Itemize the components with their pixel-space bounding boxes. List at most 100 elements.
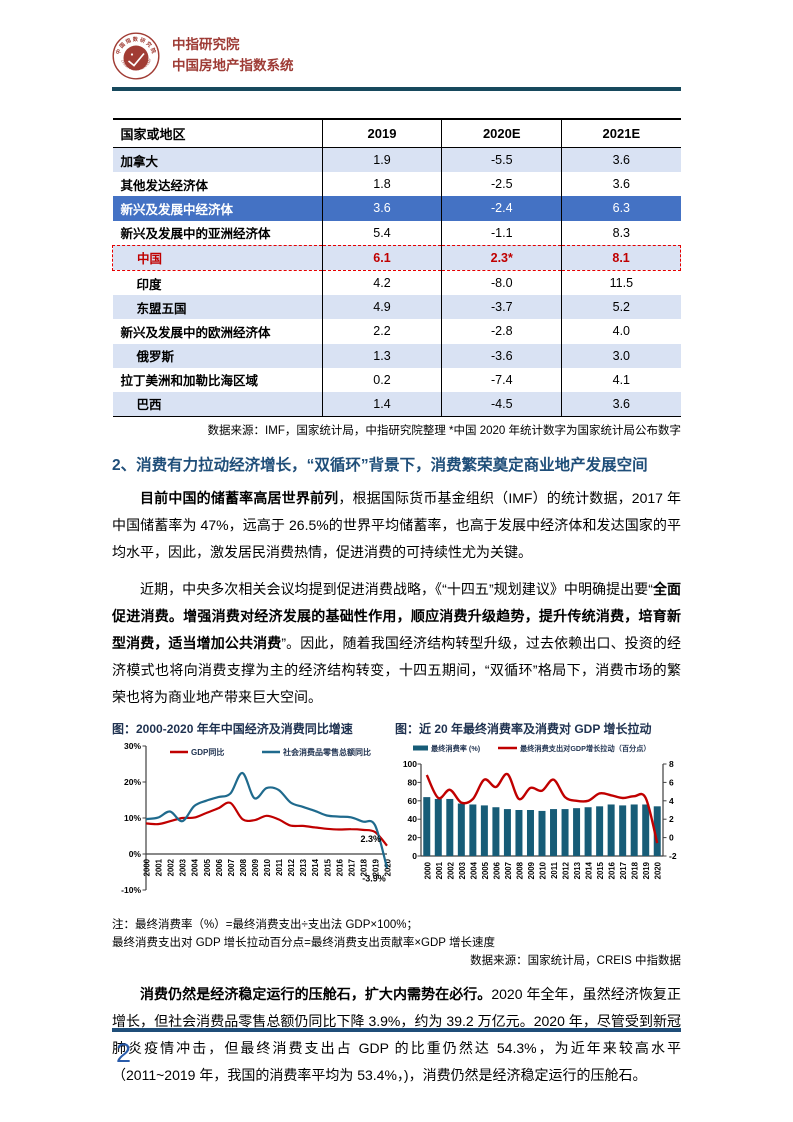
svg-text:2004: 2004	[469, 861, 478, 879]
svg-text:2019: 2019	[642, 861, 651, 879]
svg-text:2012: 2012	[562, 861, 571, 879]
section-heading: 2、消费有力拉动经济增长，“双循环”背景下，消费繁荣奠定商业地产发展空间	[112, 457, 648, 475]
table-row: 新兴及发展中经济体 3.6 -2.4 6.3	[112, 196, 681, 221]
table-col-header: 2021E	[561, 118, 681, 148]
svg-text:2.3%: 2.3%	[360, 834, 381, 844]
header-brand: 中国指数研究院 CHINA INDEX ACADEMY 中指研究院 中国房地产指…	[112, 30, 681, 82]
svg-text:0: 0	[412, 851, 417, 861]
svg-text:最终消费率 (%): 最终消费率 (%)	[431, 744, 481, 753]
svg-text:2008: 2008	[515, 861, 524, 879]
svg-text:-2: -2	[669, 851, 677, 861]
svg-text:2001: 2001	[435, 861, 444, 879]
figures-row: 图：2000-2020 年年中国经济及消费同比增速 30% 20% 10% 0% -10…	[112, 720, 681, 915]
svg-text:2020: 2020	[384, 858, 393, 876]
left-chart: 30%20%10%0%-10%2000 2001 2002 2003 2004 2005 2…	[121, 741, 393, 895]
svg-text:10%: 10%	[124, 813, 141, 823]
svg-text:-3.9%: -3.9%	[362, 873, 386, 883]
svg-text:2005: 2005	[203, 858, 212, 876]
svg-text:2002: 2002	[167, 858, 176, 876]
system-name: 中国房地产指数系统	[172, 58, 294, 73]
table-row: 东盟五国 4.9 -3.7 5.2	[112, 295, 681, 320]
paragraph-conclusion: 消费仍然是经济稳定运行的压舱石，扩大内需势在必行。2020 年全年，虽然经济恢复…	[112, 985, 681, 1083]
svg-text:-10%: -10%	[121, 885, 141, 895]
svg-text:2010: 2010	[539, 861, 548, 879]
svg-text:2011: 2011	[275, 858, 284, 876]
svg-text:2014: 2014	[311, 858, 320, 876]
svg-text:0%: 0%	[129, 849, 142, 859]
table-row: 新兴及发展中的欧洲经济体 2.2 -2.8 4.0	[113, 319, 681, 344]
svg-text:80: 80	[408, 777, 418, 787]
table-header-row: 国家或地区 2019 2020E 2021E	[112, 118, 681, 148]
svg-text:0: 0	[669, 833, 674, 843]
svg-text:8: 8	[669, 759, 674, 769]
org-name: 中指研究院	[172, 37, 240, 53]
table-row: 加拿大 1.9 -5.5 3.6	[112, 147, 681, 173]
table-source-note: 数据来源：IMF，国家统计局，中指研究院整理 *中国 2020 年统计数字为国家…	[207, 425, 681, 438]
brand-text: 中指研究院 中国房地产指数系统	[172, 35, 294, 77]
gdp-growth-table: 国家或地区 2019 2020E 2021E 加拿大 1.9 -5.5 3.6 其他发达经济体…	[112, 118, 681, 418]
seal-inner-disc	[123, 45, 149, 71]
table-col-header: 2020E	[441, 118, 562, 148]
svg-text:100: 100	[403, 759, 417, 769]
svg-text:2007: 2007	[227, 859, 236, 876]
svg-text:2001: 2001	[155, 858, 164, 876]
svg-text:2013: 2013	[299, 858, 308, 876]
svg-text:最终消费支出对GDP增长拉动（百分点）: 最终消费支出对GDP增长拉动（百分点）	[520, 744, 651, 753]
svg-text:2018: 2018	[631, 861, 640, 879]
note-line-1: 注：最终消费率（%）=最终消费支出÷支出法 GDP×100%；	[112, 919, 418, 932]
conclusion-lead-bold: 消费仍然是经济稳定运行的压舱石，扩大内需势在必行。	[140, 985, 492, 1002]
svg-text:2010: 2010	[263, 858, 272, 876]
svg-text:2000: 2000	[143, 858, 152, 876]
table-row: 巴西 1.4 -4.5 3.6	[112, 391, 681, 418]
table-row: 中国 6.1 2.3* 8.1	[112, 244, 681, 271]
svg-text:2011: 2011	[550, 861, 559, 879]
figure-notes: 注：最终消费率（%）=最终消费支出÷支出法 GDP×100%； 最终消费支出对 …	[112, 917, 681, 970]
svg-text:2013: 2013	[573, 861, 582, 879]
svg-text:2002: 2002	[446, 861, 455, 879]
svg-text:2004: 2004	[191, 858, 200, 876]
svg-text:GDP同比: GDP同比	[191, 747, 224, 757]
seal-index-curve	[127, 52, 145, 67]
svg-text:2017: 2017	[347, 859, 356, 876]
svg-text:2018: 2018	[359, 858, 368, 876]
svg-text:2: 2	[669, 814, 674, 824]
figure-left: 图：2000-2020 年年中国经济及消费同比增速 30% 20% 10% 0% -10…	[112, 720, 395, 915]
svg-text:4: 4	[669, 796, 674, 806]
svg-text:2012: 2012	[287, 858, 296, 876]
svg-text:2008: 2008	[239, 858, 248, 876]
page-number: 2	[116, 1038, 132, 1068]
svg-text:2019: 2019	[371, 858, 380, 876]
svg-text:6: 6	[669, 777, 674, 787]
figure-source: 数据来源：国家统计局，CREIS 中指数据	[470, 954, 681, 967]
svg-text:2016: 2016	[608, 861, 617, 879]
header-rule	[112, 87, 681, 91]
table-row: 拉丁美洲和加勒比海区域 0.2 -7.4 4.1	[113, 367, 681, 392]
table-col-header: 2019	[321, 118, 442, 148]
figure-right-title: 图：近 20 年最终消费率及消费对 GDP 增长拉动	[395, 722, 652, 737]
svg-text:30%: 30%	[124, 741, 141, 751]
table-row: 俄罗斯 1.3 -3.6 3.0	[112, 343, 681, 368]
svg-text:2006: 2006	[492, 861, 501, 879]
svg-text:2005: 2005	[481, 861, 490, 879]
svg-text:2015: 2015	[596, 861, 605, 879]
org-seal-logo: 中国指数研究院 CHINA INDEX ACADEMY	[112, 32, 160, 80]
svg-text:20: 20	[408, 833, 418, 843]
svg-text:20%: 20%	[124, 777, 141, 787]
svg-text:40: 40	[408, 814, 418, 824]
svg-text:2003: 2003	[458, 861, 467, 879]
svg-text:社会消费品零售总额同比: 社会消费品零售总额同比	[282, 747, 371, 757]
svg-text:2006: 2006	[215, 858, 224, 876]
svg-text:2017: 2017	[619, 862, 628, 879]
svg-text:2009: 2009	[527, 861, 536, 879]
svg-text:2007: 2007	[504, 862, 513, 879]
svg-text:60: 60	[408, 796, 418, 806]
policy-quote-bold: 全面促进消费。增强消费对经济发展的基础性作用，顺应消费升级趋势，提升传统消费，培…	[112, 581, 682, 652]
table-row: 新兴及发展中的亚洲经济体 5.4 -1.1 8.3	[113, 220, 681, 246]
paragraph-savings-rate: 目前中国的储蓄率高居世界前列，根据国际货币基金组织（IMF）的统计数据，2017…	[112, 490, 681, 561]
table-col-header: 国家或地区	[112, 118, 323, 148]
svg-text:2016: 2016	[335, 858, 344, 876]
paragraph-policy: 近期，中央多次相关会议均提到促进消费战略，《“十四五”规划建议》中明确提出要“全…	[112, 581, 682, 706]
svg-text:2014: 2014	[585, 861, 594, 879]
